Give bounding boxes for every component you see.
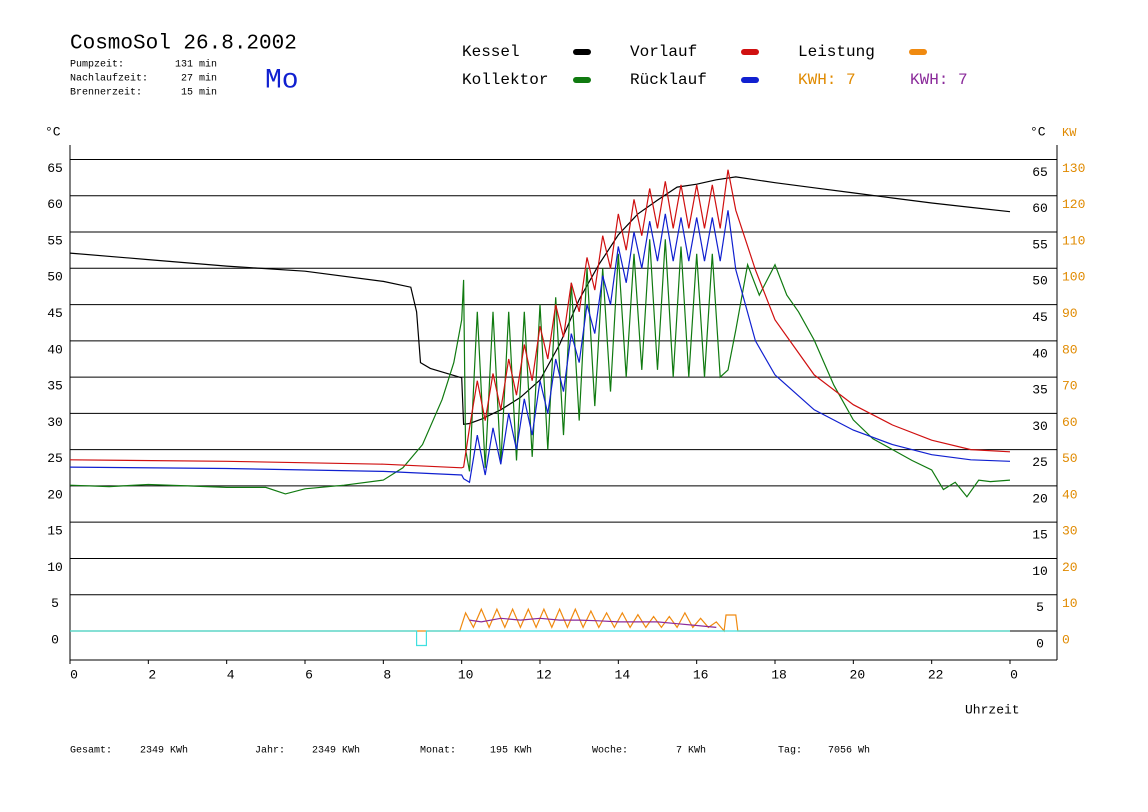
x-tick-label: 18 — [771, 667, 787, 682]
y2-tick-label: 130 — [1062, 161, 1085, 176]
y2-axis-label: KW — [1062, 126, 1077, 140]
y2-tick-label: 80 — [1062, 342, 1078, 357]
footer-value: 2349 KWh — [312, 745, 360, 757]
y-tick-label: 55 — [47, 233, 63, 248]
y2-tick-label: 20 — [1062, 560, 1078, 575]
stat-value: 131 min — [175, 59, 217, 71]
y-tick-label: 65 — [47, 161, 63, 176]
y-tick-label-right: 35 — [1032, 383, 1048, 398]
footer-label: Monat: — [420, 746, 456, 757]
stat-label: Pumpzeit: — [70, 59, 124, 71]
y-tick-label: 5 — [51, 596, 59, 611]
y-tick-label-right: 50 — [1032, 274, 1048, 289]
x-axis-label: Uhrzeit — [965, 702, 1020, 717]
series-line — [69, 239, 1011, 498]
y2-tick-label: 120 — [1062, 197, 1085, 212]
y-axis-label: °C — [45, 124, 61, 139]
x-tick-label: 2 — [148, 667, 156, 682]
footer-label: Woche: — [592, 745, 628, 757]
footer-label: Tag: — [778, 746, 802, 757]
legend-label: Kollektor — [462, 71, 548, 89]
series-line — [70, 630, 1010, 647]
y2-tick-label: 60 — [1062, 415, 1078, 430]
x-tick-label: 8 — [383, 667, 391, 682]
y-tick-label-right: 45 — [1032, 310, 1048, 325]
y-tick-label-right: 5 — [1036, 600, 1044, 615]
y2-tick-label: 50 — [1062, 451, 1078, 466]
y-tick-label: 30 — [47, 415, 63, 430]
y-tick-label: 10 — [47, 560, 63, 575]
x-tick-label: 16 — [693, 667, 709, 682]
series-line — [69, 169, 1011, 469]
y-tick-label: 60 — [47, 197, 63, 212]
footer-value: 195 KWh — [490, 745, 532, 757]
x-tick-label: 0 — [1010, 667, 1018, 682]
legend-label: Rücklauf — [630, 71, 707, 89]
y-tick-label-right: 0 — [1036, 636, 1044, 651]
y2-tick-label: 110 — [1062, 233, 1085, 248]
kwh-label: KWH: 7 — [798, 71, 856, 89]
stat-label: Brennerzeit: — [70, 87, 142, 99]
y-tick-label-right: 60 — [1032, 201, 1048, 216]
y-tick-label: 20 — [47, 487, 63, 502]
x-tick-label: 14 — [615, 667, 631, 682]
y2-tick-label: 100 — [1062, 270, 1085, 285]
y-tick-label-right: 25 — [1032, 455, 1048, 470]
series-line — [69, 210, 1011, 484]
footer-label: Gesamt: — [70, 746, 112, 757]
y-tick-label-right: 10 — [1032, 564, 1048, 579]
y-tick-label: 15 — [47, 524, 63, 539]
stat-label: Nachlaufzeit: — [70, 73, 148, 85]
series-line — [469, 617, 717, 628]
series-line — [70, 607, 1010, 633]
y2-tick-label: 30 — [1062, 524, 1078, 539]
legend-label: Kessel — [462, 43, 520, 61]
stat-value: 27 min — [181, 73, 217, 85]
y2-tick-label: 70 — [1062, 379, 1078, 394]
y-tick-label-right: 55 — [1032, 237, 1048, 252]
y-tick-label-right: 30 — [1032, 419, 1048, 434]
chart-title: CosmoSol 26.8.2002 — [70, 33, 297, 56]
x-tick-label: 12 — [536, 667, 552, 682]
footer-label: Jahr: — [255, 745, 285, 757]
y-tick-label-right: 15 — [1032, 528, 1048, 543]
y-tick-label: 35 — [47, 379, 63, 394]
kwh-label: KWH: 7 — [910, 71, 968, 89]
series-line — [69, 176, 1011, 425]
footer-value: 7056 Wh — [828, 745, 870, 757]
y-tick-label: 25 — [47, 451, 63, 466]
y-tick-label: 0 — [51, 632, 59, 647]
y-tick-label-right: 20 — [1032, 491, 1048, 506]
x-tick-label: 0 — [70, 667, 78, 682]
legend-label: Leistung — [798, 43, 875, 61]
x-tick-label: 10 — [458, 667, 474, 682]
x-tick-label: 4 — [227, 667, 235, 682]
x-tick-label: 22 — [928, 667, 944, 682]
y2-tick-label: 0 — [1062, 632, 1070, 647]
legend-label: Vorlauf — [630, 43, 697, 61]
x-tick-label: 20 — [850, 667, 866, 682]
y-tick-label-right: 65 — [1032, 165, 1048, 180]
y2-tick-label: 10 — [1062, 596, 1078, 611]
weekday: Mo — [265, 65, 299, 96]
y2-tick-label: 90 — [1062, 306, 1078, 321]
y-tick-label: 40 — [47, 342, 63, 357]
y-tick-label: 50 — [47, 270, 63, 285]
y-axis-label-right: °C — [1030, 124, 1046, 139]
y2-tick-label: 40 — [1062, 487, 1078, 502]
stat-value: 15 min — [181, 87, 217, 99]
x-tick-label: 6 — [305, 667, 313, 682]
y-tick-label: 45 — [47, 306, 63, 321]
y-tick-label-right: 40 — [1032, 346, 1048, 361]
footer-value: 2349 KWh — [140, 745, 188, 757]
footer-value: 7 KWh — [676, 745, 706, 757]
